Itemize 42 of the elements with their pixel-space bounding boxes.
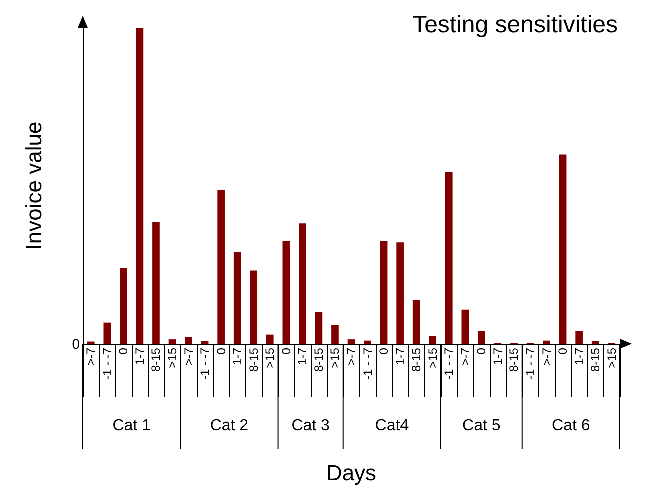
- x-tick-label: 8-15: [410, 348, 424, 372]
- text: Cat 3: [292, 418, 330, 434]
- text: Cat 2: [210, 418, 249, 434]
- x-tick-label: >15: [328, 348, 342, 368]
- x-tick-label: >-7: [540, 348, 554, 366]
- x-tick-label: >15: [166, 348, 180, 368]
- x-tick-label: 0: [377, 348, 392, 355]
- x-tick-label: 0: [214, 348, 228, 355]
- x-tick-label: -1 - -7: [100, 348, 114, 380]
- x-tick-label: 8-15: [149, 348, 164, 372]
- x-tick-label: >15: [263, 348, 278, 368]
- x-tick-label: 0: [116, 348, 131, 355]
- x-tick-label: 1-7: [230, 348, 245, 366]
- chart-title: Testing sensitivities: [412, 12, 618, 38]
- x-tick-label: 1-7: [393, 348, 408, 366]
- x-tick-label: -1 - -7: [524, 348, 538, 380]
- x-tick-label: 0: [556, 348, 570, 355]
- x-tick-label: >15: [604, 348, 619, 368]
- x-tick-label: >-7: [84, 348, 98, 366]
- x-tick-label: >15: [426, 348, 440, 368]
- x-tick-label: -1 - -7: [442, 348, 456, 380]
- text: Cat 1: [112, 418, 152, 434]
- x-tick-label: 1-7: [572, 348, 586, 366]
- x-axis-title: Days: [326, 460, 377, 486]
- x-tick-label: 1-7: [132, 348, 147, 366]
- x-tick-label: >-7: [344, 348, 358, 366]
- text: Cat 5: [462, 418, 501, 434]
- text: Cat 6: [552, 418, 590, 434]
- x-tick-label: 0: [279, 348, 294, 355]
- x-tick-label: 8-15: [507, 348, 522, 372]
- x-tick-label: -1 - -7: [198, 348, 212, 380]
- x-tick-label: 8-15: [588, 348, 603, 372]
- x-tick-label: 1-7: [296, 348, 310, 366]
- x-tick-label: >-7: [458, 348, 472, 366]
- y-axis-title: Invoice value: [22, 122, 46, 250]
- x-tick-label: 0: [474, 348, 489, 355]
- x-tick-label: 1-7: [490, 348, 505, 366]
- x-tick-label: 8-15: [312, 348, 326, 372]
- x-tick-label: >-7: [182, 348, 196, 366]
- x-tick-label: -1 - -7: [360, 348, 375, 380]
- text: Cat4: [375, 418, 410, 434]
- x-tick-label: 8-15: [246, 348, 261, 372]
